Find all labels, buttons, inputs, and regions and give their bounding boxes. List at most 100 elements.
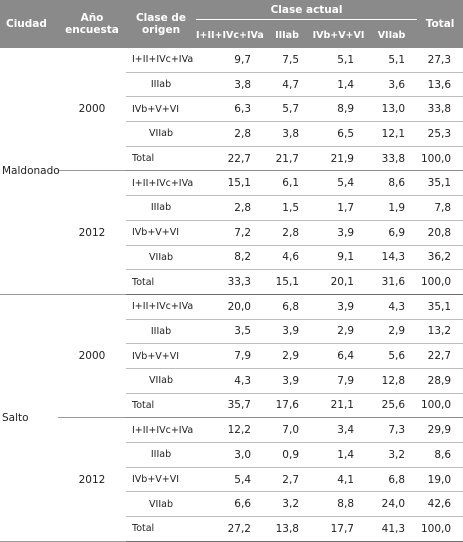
value-cell: 33,8 [366,146,418,172]
value-cell: 5,4 [196,467,263,493]
row-total-cell: 100,0 [417,516,463,542]
value-cell: 6,8 [366,467,418,493]
value-cell: 5,6 [366,343,418,369]
header-clase-origen-line2: origen [141,24,181,36]
value-cell: 3,5 [196,319,263,345]
table-row: VIIab 2,8 3,8 6,5 12,1 25,3 [0,121,463,147]
clase-origen-cell: Total [126,146,196,172]
value-cell: 2,8 [196,195,263,221]
value-cell: 4,3 [196,368,263,394]
row-total-cell: 100,0 [417,393,463,419]
value-cell: 13,8 [263,516,311,542]
row-total-cell: 13,6 [417,72,463,98]
header-clase-origen: Clase de origen [126,0,196,48]
clase-origen-cell: IVb+V+VI [126,343,196,369]
clase-origen-cell: IVb+V+VI [126,96,196,123]
value-cell: 6,8 [263,294,311,320]
row-total-cell: 100,0 [417,269,463,295]
table-body: Maldonado 2000 I+II+IVc+IVa 9,7 7,5 5,1 5,1 27,… [0,48,463,542]
row-total-cell: 7,8 [417,195,463,221]
clase-origen-cell: I+II+IVc+IVa [126,294,196,320]
table-row: Salto 2000 I+II+IVc+IVa 20,0 6,8 3,9 4,3 35,1 [0,294,463,542]
row-total-cell: 28,9 [417,368,463,394]
header-anio-encuesta: Año encuesta [58,0,126,48]
value-cell: 24,0 [366,491,418,518]
table-row: Total 33,3 15,1 20,1 31,6 100,0 [0,269,463,295]
value-cell: 20,0 [196,294,263,320]
subheader-col-2: IIIab [263,23,311,48]
clase-origen-cell: VIIab [126,121,196,147]
subheader-col-1: I+II+IVc+IVa [196,23,264,48]
row-total-cell: 29,9 [417,417,463,443]
table-row: Maldonado 2000 I+II+IVc+IVa 9,7 7,5 5,1 5,1 27,… [0,48,463,295]
value-cell: 1,9 [366,195,418,221]
table-row: Total 22,7 21,7 21,9 33,8 100,0 [0,146,463,172]
value-cell: 7,0 [263,417,311,443]
value-cell: 13,0 [366,96,418,123]
row-total-cell: 42,6 [417,491,463,518]
value-cell: 2,9 [263,343,311,369]
value-cell: 5,4 [311,170,366,197]
value-cell: 3,9 [263,368,311,394]
clase-origen-cell: I+II+IVc+IVa [126,170,196,197]
value-cell: 5,1 [311,48,366,73]
value-cell: 3,9 [263,319,311,345]
header-clase-actual: Clase actual [196,0,418,24]
value-cell: 21,9 [311,146,366,172]
value-cell: 12,8 [366,368,418,394]
subheader-col-3: IVb+V+VI [311,23,366,48]
table-row: IVb+V+VI 7,9 2,9 6,4 5,6 22,7 [0,343,463,369]
value-cell: 9,7 [196,48,263,73]
clase-origen-cell: I+II+IVc+IVa [126,417,196,443]
value-cell: 8,6 [366,170,418,197]
value-cell: 7,9 [311,368,366,394]
value-cell: 17,6 [263,393,311,419]
value-cell: 8,2 [196,245,263,271]
table-row: IVb+V+VI 5,4 2,7 4,1 6,8 19,0 [0,467,463,493]
value-cell: 3,4 [311,417,366,443]
value-cell: 3,0 [196,442,263,468]
value-cell: 12,1 [366,121,418,147]
clase-origen-cell: I+II+IVc+IVa [126,48,196,73]
row-total-cell: 8,6 [417,442,463,468]
clase-origen-cell: IIIab [126,442,196,468]
value-cell: 4,6 [263,245,311,271]
header-total: Total [417,0,463,48]
value-cell: 12,2 [196,417,263,443]
row-total-cell: 100,0 [417,146,463,172]
value-cell: 2,9 [366,319,418,345]
value-cell: 21,7 [263,146,311,172]
year-cell: 2012 [58,417,126,542]
clase-origen-cell: Total [126,269,196,295]
row-total-cell: 35,1 [417,294,463,320]
value-cell: 6,1 [263,170,311,197]
value-cell: 15,1 [196,170,263,197]
value-cell: 14,3 [366,245,418,271]
value-cell: 25,6 [366,393,418,419]
value-cell: 9,1 [311,245,366,271]
table-row: IIIab 3,8 4,7 1,4 3,6 13,6 [0,72,463,98]
year-cell: 2000 [58,48,126,172]
value-cell: 41,3 [366,516,418,542]
row-total-cell: 19,0 [417,467,463,493]
value-cell: 33,3 [196,269,263,295]
header-anio-line2: encuesta [65,24,119,36]
row-total-cell: 20,8 [417,220,463,246]
subheader-col-4: VIIab [366,23,418,48]
value-cell: 5,7 [263,96,311,123]
value-cell: 4,1 [311,467,366,493]
table-row: Total 35,7 17,6 21,1 25,6 100,0 [0,393,463,419]
value-cell: 3,9 [311,294,366,320]
table-row: IIIab 3,0 0,9 1,4 3,2 8,6 [0,442,463,468]
value-cell: 1,5 [263,195,311,221]
row-total-cell: 33,8 [417,96,463,123]
row-total-cell: 22,7 [417,343,463,369]
row-total-cell: 35,1 [417,170,463,197]
city-cell: Salto [0,294,58,542]
value-cell: 7,5 [263,48,311,73]
clase-origen-cell: IIIab [126,195,196,221]
header-ciudad: Ciudad [0,0,58,48]
header-anio-line1: Año [80,12,104,24]
value-cell: 2,9 [311,319,366,345]
